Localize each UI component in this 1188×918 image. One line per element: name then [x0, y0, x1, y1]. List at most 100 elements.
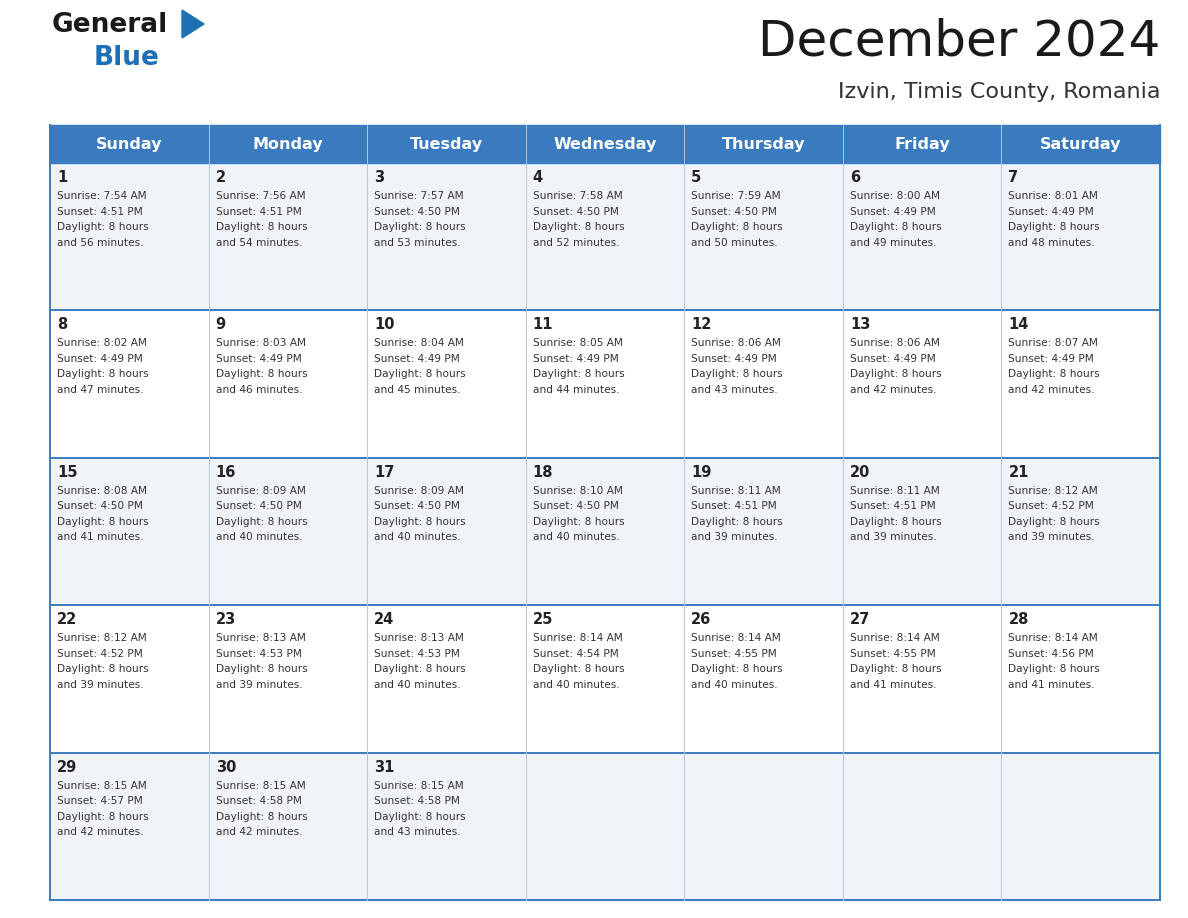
Text: Daylight: 8 hours: Daylight: 8 hours — [57, 369, 148, 379]
Bar — [50, 753, 1159, 900]
Text: and 40 minutes.: and 40 minutes. — [532, 532, 619, 543]
Text: 6: 6 — [849, 170, 860, 185]
Text: Sunrise: 8:14 AM: Sunrise: 8:14 AM — [691, 633, 781, 644]
Text: Daylight: 8 hours: Daylight: 8 hours — [57, 517, 148, 527]
Text: and 47 minutes.: and 47 minutes. — [57, 385, 144, 395]
Text: Sunrise: 8:14 AM: Sunrise: 8:14 AM — [532, 633, 623, 644]
Text: Blue: Blue — [94, 45, 160, 71]
Text: Sunrise: 8:15 AM: Sunrise: 8:15 AM — [215, 780, 305, 790]
Text: 27: 27 — [849, 612, 870, 627]
Text: Sunrise: 8:09 AM: Sunrise: 8:09 AM — [374, 486, 465, 496]
Text: Daylight: 8 hours: Daylight: 8 hours — [1009, 369, 1100, 379]
Text: and 42 minutes.: and 42 minutes. — [57, 827, 144, 837]
Text: Daylight: 8 hours: Daylight: 8 hours — [57, 665, 148, 674]
Text: 29: 29 — [57, 759, 77, 775]
Text: Sunrise: 8:04 AM: Sunrise: 8:04 AM — [374, 339, 465, 349]
Text: and 44 minutes.: and 44 minutes. — [532, 385, 619, 395]
Polygon shape — [182, 10, 204, 38]
Text: Sunrise: 7:58 AM: Sunrise: 7:58 AM — [532, 191, 623, 201]
Text: Sunset: 4:52 PM: Sunset: 4:52 PM — [57, 649, 143, 659]
Text: Daylight: 8 hours: Daylight: 8 hours — [1009, 665, 1100, 674]
Text: 4: 4 — [532, 170, 543, 185]
Text: Daylight: 8 hours: Daylight: 8 hours — [849, 369, 941, 379]
Bar — [50, 125, 1159, 163]
Text: 22: 22 — [57, 612, 77, 627]
Text: Daylight: 8 hours: Daylight: 8 hours — [215, 517, 308, 527]
Text: Daylight: 8 hours: Daylight: 8 hours — [532, 222, 625, 232]
Text: 16: 16 — [215, 465, 236, 480]
Text: Sunrise: 8:07 AM: Sunrise: 8:07 AM — [1009, 339, 1098, 349]
Text: 17: 17 — [374, 465, 394, 480]
Text: Daylight: 8 hours: Daylight: 8 hours — [57, 222, 148, 232]
Text: 14: 14 — [1009, 318, 1029, 332]
Bar — [50, 163, 1159, 310]
Text: Sunrise: 8:05 AM: Sunrise: 8:05 AM — [532, 339, 623, 349]
Text: and 40 minutes.: and 40 minutes. — [374, 532, 461, 543]
Text: Daylight: 8 hours: Daylight: 8 hours — [1009, 222, 1100, 232]
Text: Sunset: 4:49 PM: Sunset: 4:49 PM — [1009, 354, 1094, 364]
Text: Sunset: 4:50 PM: Sunset: 4:50 PM — [374, 207, 460, 217]
Text: Sunrise: 8:14 AM: Sunrise: 8:14 AM — [849, 633, 940, 644]
Text: Sunset: 4:49 PM: Sunset: 4:49 PM — [374, 354, 460, 364]
Text: and 41 minutes.: and 41 minutes. — [849, 679, 936, 689]
Text: 24: 24 — [374, 612, 394, 627]
Text: and 40 minutes.: and 40 minutes. — [215, 532, 302, 543]
Text: and 43 minutes.: and 43 minutes. — [691, 385, 778, 395]
Text: Sunset: 4:49 PM: Sunset: 4:49 PM — [849, 207, 936, 217]
Text: Sunset: 4:51 PM: Sunset: 4:51 PM — [215, 207, 302, 217]
Text: 28: 28 — [1009, 612, 1029, 627]
Text: Daylight: 8 hours: Daylight: 8 hours — [374, 665, 466, 674]
Text: Sunset: 4:56 PM: Sunset: 4:56 PM — [1009, 649, 1094, 659]
Text: Sunset: 4:50 PM: Sunset: 4:50 PM — [691, 207, 777, 217]
Text: and 40 minutes.: and 40 minutes. — [691, 679, 778, 689]
Text: Sunrise: 8:13 AM: Sunrise: 8:13 AM — [374, 633, 465, 644]
Text: Sunrise: 7:57 AM: Sunrise: 7:57 AM — [374, 191, 463, 201]
Text: Daylight: 8 hours: Daylight: 8 hours — [691, 665, 783, 674]
Text: Sunset: 4:58 PM: Sunset: 4:58 PM — [215, 796, 302, 806]
Text: 20: 20 — [849, 465, 871, 480]
Text: and 54 minutes.: and 54 minutes. — [215, 238, 302, 248]
Text: Sunset: 4:49 PM: Sunset: 4:49 PM — [57, 354, 143, 364]
Text: 23: 23 — [215, 612, 236, 627]
Text: December 2024: December 2024 — [758, 18, 1159, 66]
Text: Daylight: 8 hours: Daylight: 8 hours — [849, 665, 941, 674]
Text: and 45 minutes.: and 45 minutes. — [374, 385, 461, 395]
Text: Sunrise: 8:11 AM: Sunrise: 8:11 AM — [849, 486, 940, 496]
Text: Sunset: 4:50 PM: Sunset: 4:50 PM — [374, 501, 460, 511]
Text: Sunset: 4:49 PM: Sunset: 4:49 PM — [1009, 207, 1094, 217]
Text: Sunset: 4:49 PM: Sunset: 4:49 PM — [215, 354, 302, 364]
Text: Tuesday: Tuesday — [410, 137, 484, 151]
Text: 30: 30 — [215, 759, 236, 775]
Text: Sunset: 4:51 PM: Sunset: 4:51 PM — [691, 501, 777, 511]
Text: Sunrise: 8:09 AM: Sunrise: 8:09 AM — [215, 486, 305, 496]
Text: Sunset: 4:50 PM: Sunset: 4:50 PM — [532, 501, 619, 511]
Text: and 49 minutes.: and 49 minutes. — [849, 238, 936, 248]
Text: 21: 21 — [1009, 465, 1029, 480]
Text: and 56 minutes.: and 56 minutes. — [57, 238, 144, 248]
Text: Daylight: 8 hours: Daylight: 8 hours — [57, 812, 148, 822]
Text: 8: 8 — [57, 318, 68, 332]
Text: Daylight: 8 hours: Daylight: 8 hours — [374, 812, 466, 822]
Text: Daylight: 8 hours: Daylight: 8 hours — [691, 369, 783, 379]
Text: Sunrise: 8:10 AM: Sunrise: 8:10 AM — [532, 486, 623, 496]
Text: Sunrise: 8:15 AM: Sunrise: 8:15 AM — [57, 780, 147, 790]
Text: Sunset: 4:53 PM: Sunset: 4:53 PM — [374, 649, 460, 659]
Text: Monday: Monday — [253, 137, 323, 151]
Text: Izvin, Timis County, Romania: Izvin, Timis County, Romania — [838, 82, 1159, 102]
Text: Sunrise: 7:54 AM: Sunrise: 7:54 AM — [57, 191, 146, 201]
Text: and 42 minutes.: and 42 minutes. — [1009, 385, 1095, 395]
Text: and 39 minutes.: and 39 minutes. — [849, 532, 936, 543]
Text: Sunrise: 7:56 AM: Sunrise: 7:56 AM — [215, 191, 305, 201]
Text: 1: 1 — [57, 170, 68, 185]
Text: Sunset: 4:52 PM: Sunset: 4:52 PM — [1009, 501, 1094, 511]
Text: Sunset: 4:57 PM: Sunset: 4:57 PM — [57, 796, 143, 806]
Text: Daylight: 8 hours: Daylight: 8 hours — [691, 517, 783, 527]
Text: Sunday: Sunday — [96, 137, 163, 151]
Text: 26: 26 — [691, 612, 712, 627]
Text: Sunset: 4:55 PM: Sunset: 4:55 PM — [691, 649, 777, 659]
Text: and 52 minutes.: and 52 minutes. — [532, 238, 619, 248]
Text: Sunrise: 8:06 AM: Sunrise: 8:06 AM — [691, 339, 782, 349]
Text: Sunrise: 8:13 AM: Sunrise: 8:13 AM — [215, 633, 305, 644]
Text: and 40 minutes.: and 40 minutes. — [532, 679, 619, 689]
Text: Daylight: 8 hours: Daylight: 8 hours — [532, 665, 625, 674]
